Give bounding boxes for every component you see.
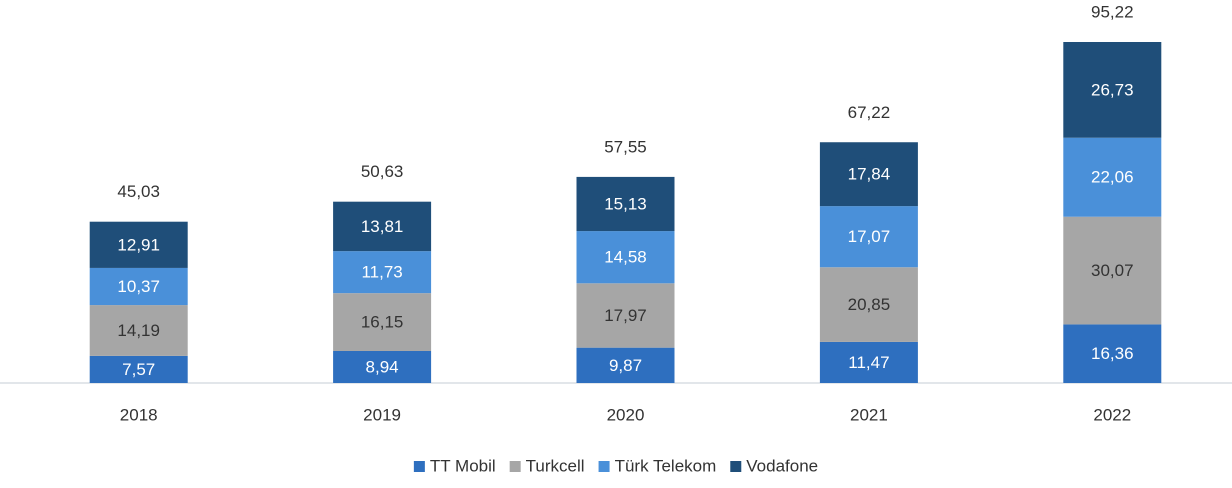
bar-segment <box>576 231 675 284</box>
value-label: 16,36 <box>1091 344 1134 363</box>
legend-label: Türk Telekom <box>615 456 717 475</box>
value-label: 17,07 <box>848 227 891 246</box>
legend-label: TT Mobil <box>430 456 496 475</box>
x-tick-label: 2021 <box>850 405 888 424</box>
bar-segment <box>333 251 432 294</box>
bar-segment <box>576 347 675 383</box>
value-label: 16,15 <box>361 313 404 332</box>
x-tick-label: 2019 <box>363 405 401 424</box>
bar-segment <box>89 221 188 268</box>
total-label: 50,63 <box>361 162 404 181</box>
total-label: 45,03 <box>117 182 160 201</box>
value-label: 7,57 <box>122 360 155 379</box>
bar-segment <box>1063 137 1162 217</box>
value-label: 20,85 <box>848 295 891 314</box>
value-label: 13,81 <box>361 217 404 236</box>
bar-segment <box>333 293 432 351</box>
value-label: 30,07 <box>1091 261 1134 280</box>
value-label: 17,84 <box>848 165 891 184</box>
legend-label: Turkcell <box>526 456 585 475</box>
x-tick-label: 2018 <box>120 405 158 424</box>
legend-swatch <box>509 461 521 472</box>
bar-segment <box>89 305 188 356</box>
legend-swatch <box>730 461 742 472</box>
bar-segment <box>819 341 918 383</box>
bar-segment <box>89 267 188 306</box>
value-label: 10,37 <box>117 277 160 296</box>
total-label: 95,22 <box>1091 2 1134 21</box>
bar-segment <box>1063 216 1162 325</box>
value-label: 22,06 <box>1091 168 1134 187</box>
bar-segment <box>333 201 432 252</box>
value-label: 26,73 <box>1091 80 1134 99</box>
total-label: 57,55 <box>604 137 647 156</box>
value-label: 12,91 <box>117 235 160 254</box>
x-tick-label: 2020 <box>607 405 645 424</box>
bar-segment <box>1063 42 1162 138</box>
bar-segment <box>576 283 675 348</box>
bar-segment <box>333 350 432 383</box>
value-label: 17,97 <box>604 306 647 325</box>
bar-segment <box>819 142 918 207</box>
value-label: 15,13 <box>604 194 647 213</box>
bar-segment <box>89 355 188 383</box>
value-label: 8,94 <box>366 357 399 376</box>
bar-segment <box>576 176 675 232</box>
bar-segment <box>1063 324 1162 383</box>
total-label: 67,22 <box>848 103 891 122</box>
x-tick-label: 2022 <box>1093 405 1131 424</box>
value-label: 14,19 <box>117 321 160 340</box>
legend-label: Vodafone <box>746 456 818 475</box>
value-label: 9,87 <box>609 356 642 375</box>
value-label: 11,73 <box>361 263 402 282</box>
legend-swatch <box>413 461 425 472</box>
value-label: 14,58 <box>604 248 647 267</box>
bar-segment <box>819 206 918 268</box>
value-label: 11,47 <box>848 353 889 372</box>
legend: TT Mobil Turkcell Türk Telekom Vodafone <box>413 456 818 475</box>
bar-segment <box>819 267 918 342</box>
legend-swatch <box>598 461 610 472</box>
